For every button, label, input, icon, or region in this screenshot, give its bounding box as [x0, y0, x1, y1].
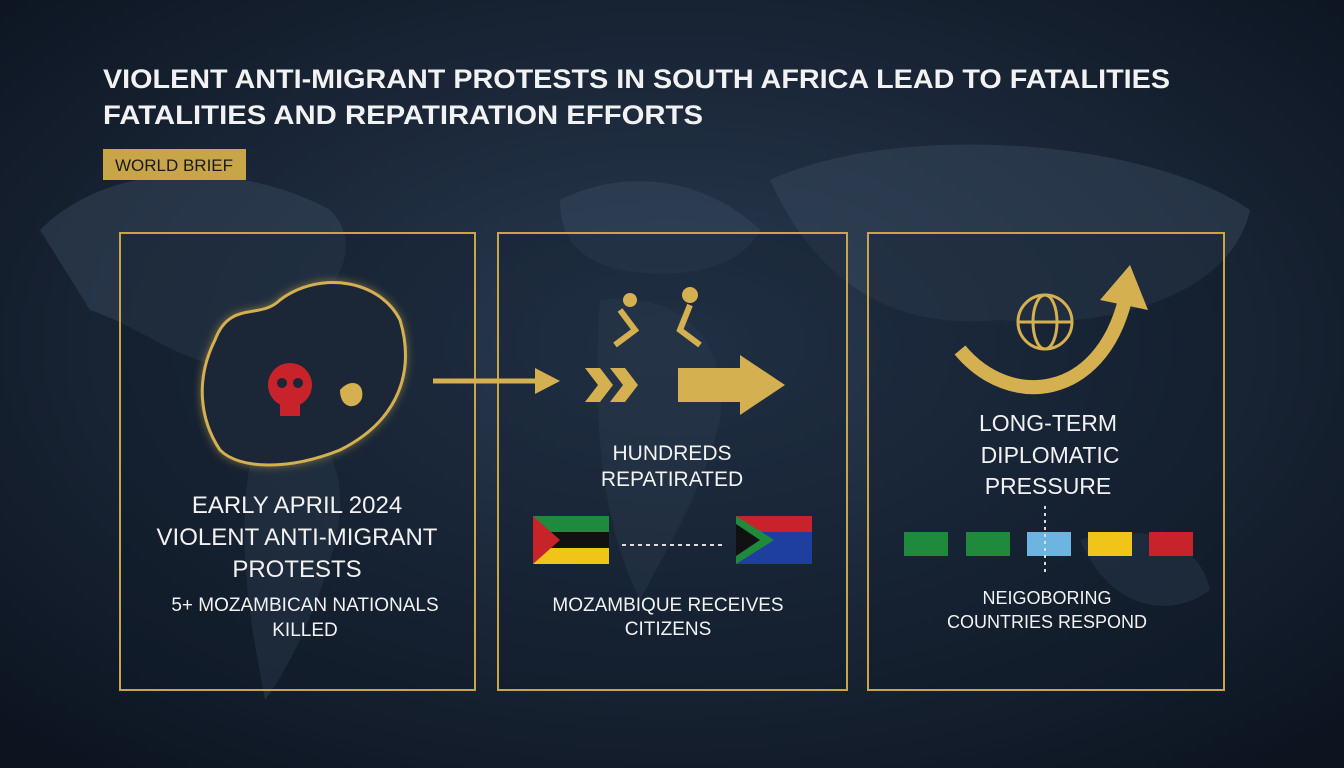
panel	[497, 232, 848, 691]
panel-caption: CITIZENS	[625, 619, 712, 640]
badge-label: WORLD BRIEF	[115, 156, 233, 175]
panel-caption: NEIGOBORING	[982, 588, 1111, 608]
panel-heading: PROTESTS	[232, 556, 361, 583]
title-line: VIOLENT ANTI-MIGRANT PROTESTS IN SOUTH A…	[103, 64, 1170, 94]
panel-heading: DIPLOMATIC	[981, 442, 1120, 468]
badge	[103, 149, 246, 180]
panel-text: EARLY APRIL 2024 VIOLENT ANTI-MIGRANT PR…	[157, 410, 1147, 641]
south-africa-map	[200, 281, 407, 467]
diplomacy-icons	[904, 265, 1193, 576]
panel-caption: KILLED	[272, 620, 337, 641]
panel-heading: REPATIRATED	[601, 468, 743, 491]
panel-heading: VIOLENT ANTI-MIGRANT	[157, 524, 438, 551]
panel-caption: 5+ MOZAMBICAN NATIONALS	[171, 595, 438, 616]
panel-caption: COUNTRIES RESPOND	[947, 612, 1147, 632]
flags	[533, 516, 812, 564]
arrows	[433, 287, 785, 415]
panel-heading: PRESSURE	[985, 473, 1112, 499]
panel-caption: MOZAMBIQUE RECEIVES	[552, 595, 783, 616]
title-line: FATALITIES AND REPATIRATION EFFORTS	[103, 100, 703, 130]
panel	[867, 232, 1225, 691]
panel-heading: LONG-TERM	[979, 410, 1117, 436]
panel-heading: HUNDREDS	[612, 442, 731, 465]
panel-heading: EARLY APRIL 2024	[192, 492, 402, 519]
